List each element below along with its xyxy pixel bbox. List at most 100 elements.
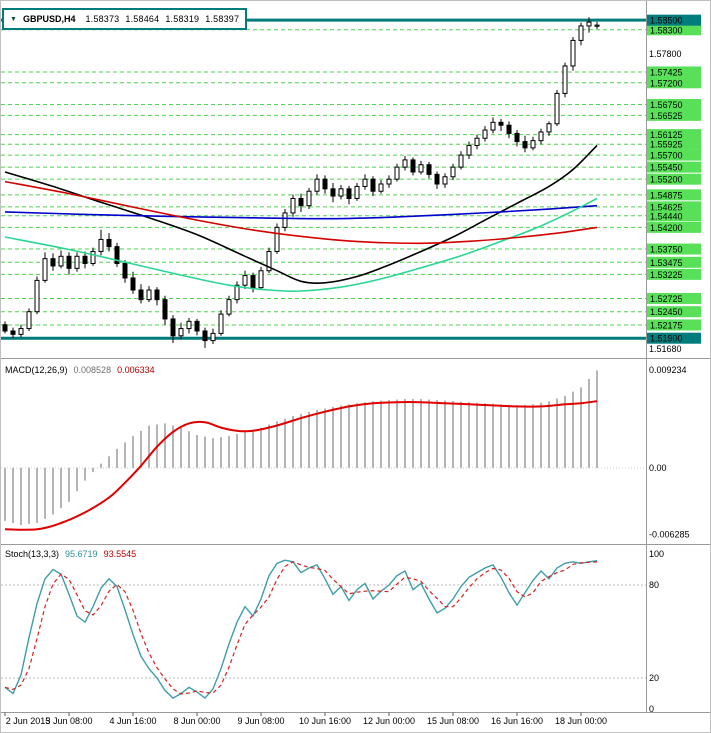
price-level-chip: [647, 201, 701, 213]
price-level-chip: [647, 268, 701, 280]
stoch-k-line: [4, 559, 598, 700]
stoch-value-d: 93.5545: [103, 549, 137, 559]
candle-up: [178, 328, 184, 337]
candle-down: [202, 330, 208, 342]
candle-down: [434, 173, 440, 185]
candle-up: [418, 164, 424, 173]
candle-up: [234, 284, 240, 301]
price-level-chip: [647, 256, 701, 268]
stochastic-panel[interactable]: [1, 559, 646, 700]
candle-up: [386, 178, 392, 185]
price-level-chip: [647, 243, 701, 255]
price-band-chip: [647, 14, 701, 26]
candle-down: [130, 277, 136, 291]
candle-up: [186, 320, 192, 330]
price-level-chip-label: 1.52175: [650, 320, 683, 330]
price-level-chip: [647, 292, 701, 304]
macd-value-main: 0.008528: [73, 365, 112, 375]
candle-down: [506, 124, 512, 134]
candle-down: [410, 159, 416, 173]
ohlc-low: 1.58319: [165, 14, 200, 24]
candle-up: [274, 226, 280, 252]
price-level-chip-label: 1.55700: [650, 151, 683, 161]
main-panel[interactable]: [1, 17, 646, 348]
candle-down: [170, 318, 176, 337]
candle-up: [338, 188, 344, 197]
candle-up: [90, 250, 96, 265]
candle-down: [2, 324, 8, 332]
symbol-timeframe-label: GBPUSD,H4: [22, 14, 76, 24]
price-level-chip: [647, 77, 701, 89]
candle-up: [586, 21, 592, 27]
candle-up: [314, 178, 320, 192]
time-axis-label: 2 Jun 2015: [6, 716, 51, 726]
price-level-chip: [647, 221, 701, 233]
candle-up: [570, 39, 576, 67]
candle-up: [242, 275, 248, 286]
candle-up: [546, 123, 552, 133]
candle-up: [458, 154, 464, 168]
price-level-chip-label: 1.56525: [650, 111, 683, 121]
candle-up: [290, 197, 296, 214]
candle-down: [298, 197, 304, 207]
candle-up: [26, 311, 32, 330]
time-axis-label: 18 Jun 00:00: [555, 716, 607, 726]
price-level-chip-label: 1.54200: [650, 223, 683, 233]
time-axis-label: 8 Jun 00:00: [173, 716, 220, 726]
candle-up: [562, 65, 568, 94]
candle-down: [250, 275, 256, 289]
price-level-chip: [647, 173, 701, 185]
candle-down: [322, 178, 328, 190]
candle-down: [514, 132, 520, 143]
ma-red: [4, 180, 598, 245]
time-axis-label: 10 Jun 16:00: [299, 716, 351, 726]
candle-up: [98, 238, 104, 252]
time-axis-label: 9 Jun 08:00: [237, 716, 284, 726]
candle-up: [266, 250, 272, 272]
ma-green: [4, 197, 598, 292]
candle-down: [122, 263, 128, 279]
price-level-chip: [647, 189, 701, 201]
price-level-chip-label: 1.54625: [650, 202, 683, 212]
candle-up: [402, 159, 408, 168]
candle-up: [442, 176, 448, 185]
candle-down: [330, 188, 336, 197]
candle-down: [370, 178, 376, 192]
price-level-chip-label: 1.58300: [650, 25, 683, 35]
price-level-chip-label: 1.57425: [650, 67, 683, 77]
macd-indicator-label: MACD(12,26,9) 0.008528 0.006334: [5, 365, 155, 375]
price-level-chip: [647, 319, 701, 331]
candle-down: [50, 258, 56, 267]
candle-up: [538, 131, 544, 142]
price-level-chip-label: 1.52450: [650, 307, 683, 317]
candle-up: [58, 255, 64, 267]
price-level-chip: [647, 129, 701, 141]
candle-down: [114, 246, 120, 265]
price-level-chip-label: 1.52725: [650, 294, 683, 304]
price-level-chip-label: 1.53225: [650, 270, 683, 280]
macd-axis-label: 0.00: [649, 463, 667, 473]
candle-up: [490, 121, 496, 131]
price-band-chip-label: 1.51900: [650, 334, 683, 344]
candle-down: [426, 164, 432, 175]
macd-indicator-name: MACD(12,26,9): [5, 365, 68, 375]
macd-panel[interactable]: [1, 370, 646, 531]
candle-up: [378, 183, 384, 192]
macd-axis-label: 0.009234: [649, 365, 687, 375]
price-level-chip: [647, 66, 701, 78]
candle-down: [106, 238, 112, 248]
candle-up: [282, 212, 288, 228]
symbol-dropdown-icon[interactable]: ▼: [10, 15, 17, 23]
price-level-chip: [647, 138, 701, 150]
stochastic-indicator-label: Stoch(13,3,3) 95.6719 93.5545: [5, 549, 136, 559]
candle-down: [154, 289, 160, 301]
price-level-chip: [647, 109, 701, 121]
candle-up: [362, 178, 368, 187]
candle-up: [42, 258, 48, 281]
stoch-axis-label: 100: [649, 549, 664, 559]
price-axis-label: 1.51680: [649, 344, 682, 354]
